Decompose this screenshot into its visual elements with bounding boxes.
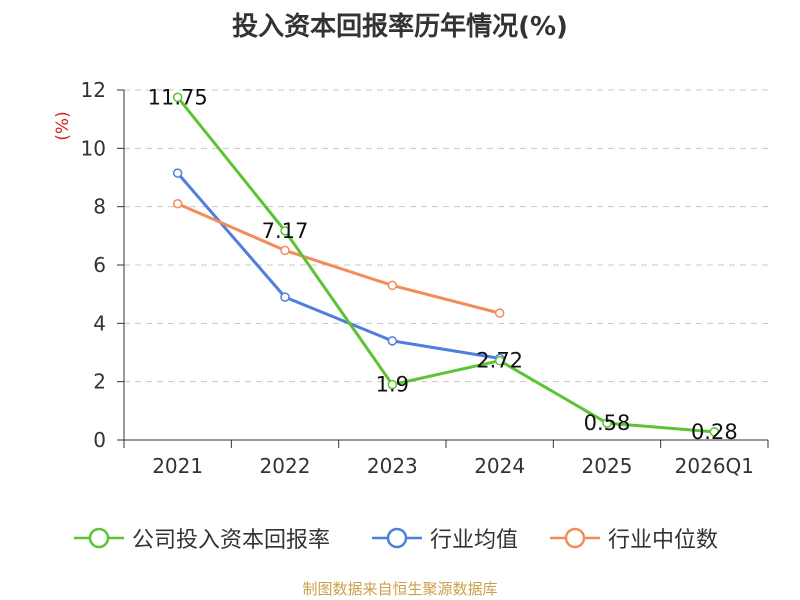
y-tick-label: 10	[81, 136, 106, 160]
data-point	[602, 418, 612, 428]
legend-label: 行业中位数	[608, 528, 719, 553]
data-point	[172, 168, 183, 178]
data-label: 2.72	[476, 349, 523, 373]
x-tick-label: 2024	[474, 454, 525, 478]
chart-title: 投入资本回报率历年情况(%)	[232, 12, 568, 42]
data-point	[172, 199, 183, 209]
legend-item[interactable]: 公司投入资本回报率	[72, 520, 330, 556]
series-line	[176, 172, 500, 360]
data-point	[387, 336, 398, 346]
legend-marker-icon	[74, 527, 124, 549]
data-label: 0.58	[584, 411, 631, 435]
data-label: 0.28	[691, 420, 738, 444]
legend-item[interactable]: 行业均值	[370, 520, 518, 556]
y-tick-label: 8	[93, 195, 106, 219]
data-point	[494, 308, 505, 318]
series-line	[177, 202, 501, 315]
y-axis-label: (%)	[53, 111, 73, 140]
y-tick-label: 0	[93, 428, 106, 452]
legend-label: 公司投入资本回报率	[132, 528, 331, 553]
legend-label: 行业均值	[430, 528, 519, 553]
data-point	[709, 427, 720, 437]
legend-item[interactable]: 行业中位数	[548, 520, 718, 556]
series-line	[176, 96, 715, 434]
data-label: 1.9	[376, 373, 409, 397]
y-tick-label: 6	[93, 253, 106, 277]
data-point	[280, 292, 290, 302]
legend-marker-icon	[550, 527, 600, 549]
data-point	[387, 280, 398, 291]
data-point	[280, 226, 290, 236]
x-tick-label: 2022	[260, 454, 311, 478]
x-tick-label: 2021	[152, 454, 203, 478]
data-point	[280, 245, 290, 256]
x-tick-label: 2023	[367, 454, 418, 478]
data-label: 7.17	[262, 219, 309, 243]
data-point	[494, 355, 505, 366]
data-point	[172, 92, 183, 103]
data-point	[387, 379, 398, 390]
legend: 公司投入资本回报率 行业均值 行业中位数	[0, 520, 800, 556]
y-tick-label: 4	[93, 311, 106, 335]
x-tick-label: 2026Q1	[675, 454, 754, 478]
data-label: 11.75	[148, 85, 208, 109]
x-tick-label: 2025	[582, 454, 633, 478]
y-tick-label: 2	[93, 370, 106, 394]
legend-marker-icon	[372, 527, 422, 549]
y-tick-label: 12	[81, 78, 106, 102]
source-note: 制图数据来自恒生聚源数据库	[302, 580, 498, 598]
